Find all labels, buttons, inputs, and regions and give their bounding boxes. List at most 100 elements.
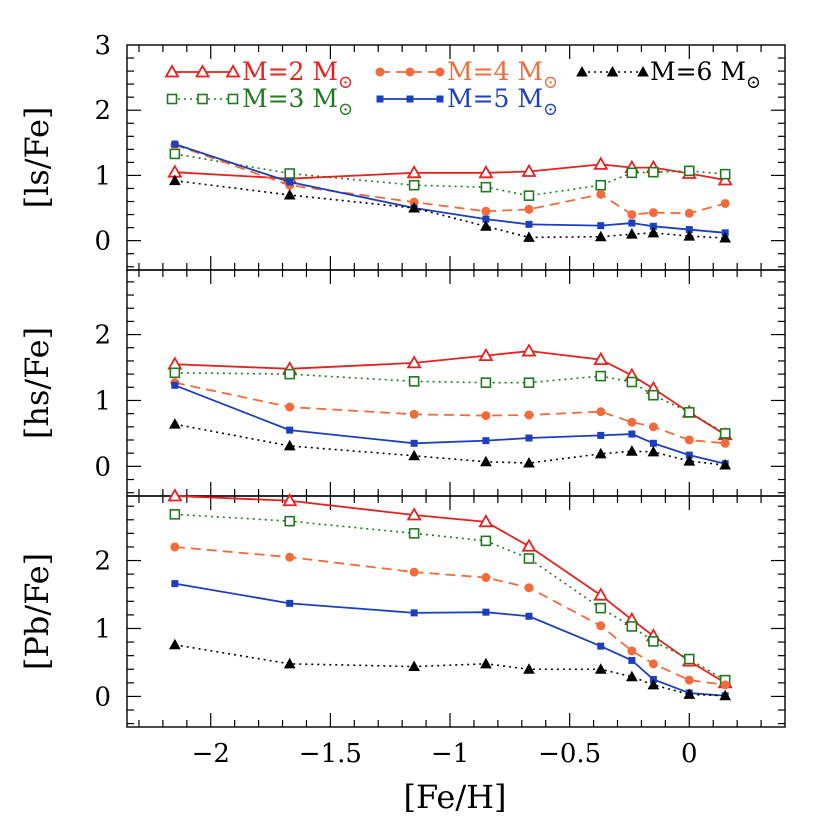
data-point: [626, 376, 638, 388]
y-tick-label: 1: [94, 614, 111, 644]
x-tick-labels: −2 −1.5 −1 −0.5 0: [192, 739, 698, 769]
data-point: [521, 343, 537, 357]
legend-label: M=5 M⊙: [447, 84, 558, 120]
data-point: [285, 552, 295, 562]
data-point: [596, 621, 606, 631]
data-point: [169, 638, 181, 650]
y-tick-label: 0: [94, 452, 111, 482]
data-point: [626, 621, 638, 632]
data-point: [647, 445, 660, 457]
series-3msun: [169, 148, 731, 201]
x-tick-label: −2: [192, 739, 230, 769]
data-point: [683, 455, 696, 466]
legend-label: M=6 M⊙: [650, 57, 761, 93]
data-point: [169, 367, 181, 379]
series-line: [174, 423, 726, 466]
series-5msun: [171, 381, 729, 468]
data-point: [521, 538, 537, 552]
data-point: [283, 439, 296, 451]
data-point: [408, 660, 420, 672]
legend-entry-6msun: M=6 M⊙: [576, 57, 761, 93]
data-point: [626, 670, 638, 682]
data-point: [524, 410, 534, 420]
legend-entry-3msun: M=3 M⊙: [166, 84, 353, 120]
series-line: [174, 384, 726, 465]
data-point: [626, 228, 638, 239]
data-point: [523, 457, 535, 468]
data-point: [171, 140, 179, 148]
series-line: [174, 163, 726, 181]
series-6msun: [169, 638, 732, 701]
data-point: [594, 447, 607, 459]
data-point: [626, 445, 638, 456]
data-point: [596, 407, 606, 417]
series-3msun: [169, 367, 731, 439]
y-tick-label: 0: [94, 227, 111, 257]
legend-marker: [606, 65, 619, 77]
data-point: [167, 488, 183, 502]
data-point: [683, 688, 696, 699]
legend-marker: [405, 67, 415, 77]
data-point: [478, 165, 494, 179]
series-line: [174, 350, 726, 436]
legend-marker: [194, 64, 211, 78]
data-point: [525, 434, 533, 442]
data-point: [286, 178, 294, 186]
data-point: [284, 168, 296, 179]
data-point: [719, 232, 732, 243]
legend-marker: [406, 95, 414, 103]
data-point: [481, 206, 491, 216]
data-point: [482, 215, 490, 223]
y-axis-title: [ls/Fe]: [18, 107, 56, 209]
data-point: [648, 389, 659, 401]
data-point: [408, 202, 420, 213]
data-point: [720, 680, 730, 690]
data-point: [482, 437, 490, 445]
data-point: [683, 165, 695, 177]
y-tick-label: 2: [94, 321, 111, 351]
data-point: [523, 190, 535, 201]
y-axis-title: [hs/Fe]: [18, 327, 56, 439]
legend-marker: [227, 93, 239, 105]
data-point: [410, 439, 418, 447]
data-point: [171, 381, 179, 389]
data-point: [169, 174, 181, 186]
data-point: [593, 351, 609, 366]
data-point: [627, 210, 637, 220]
data-point: [524, 204, 534, 214]
data-point: [595, 179, 607, 191]
data-point: [593, 587, 609, 601]
legend-marker: [375, 67, 385, 77]
legend-entry-5msun: M=5 M⊙: [376, 84, 558, 120]
x-tick-label: −1.5: [299, 739, 362, 769]
data-point: [647, 226, 660, 238]
data-point: [628, 656, 636, 664]
data-point: [408, 528, 420, 539]
data-point: [478, 347, 494, 362]
data-point: [409, 409, 419, 419]
panel-2: 0 1 2 [hs/Fe]: [18, 269, 786, 497]
data-point: [719, 428, 731, 439]
series-2msun: [167, 343, 733, 441]
data-point: [720, 198, 730, 208]
series-6msun: [169, 418, 732, 470]
data-point: [523, 663, 535, 674]
data-point: [648, 422, 658, 432]
data-point: [523, 231, 535, 242]
y-tick-label: 1: [94, 386, 111, 416]
data-point: [683, 653, 695, 665]
legend-marker: [166, 93, 178, 105]
series-line: [174, 546, 726, 686]
data-point: [593, 156, 609, 170]
data-point: [408, 376, 420, 387]
data-point: [406, 165, 422, 179]
data-point: [627, 646, 637, 656]
series-4msun: [170, 378, 730, 448]
data-point: [408, 179, 420, 191]
legend-marker: [376, 95, 384, 103]
series-4msun: [170, 542, 730, 690]
data-point: [169, 509, 181, 520]
panel-1: 0 1 2 3 [ls/Fe]: [18, 31, 786, 271]
data-point: [684, 675, 694, 685]
